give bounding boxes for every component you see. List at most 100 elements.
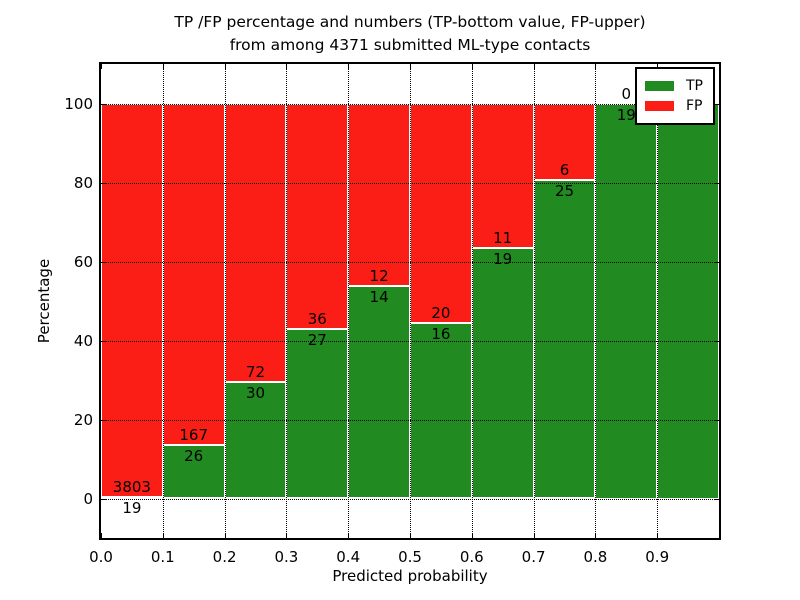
x-tickmark-top: [286, 64, 288, 69]
y-tickmark-right: [714, 103, 719, 105]
y-tick-label: 0: [83, 489, 93, 508]
bar-label-tp: 30: [245, 384, 266, 403]
bar-fp-segment: [101, 103, 163, 497]
legend-entry-fp: FP: [645, 98, 703, 114]
y-tick-label: 100: [64, 94, 93, 113]
x-tick-label: 0.3: [274, 548, 299, 566]
x-gridline: [657, 64, 659, 538]
bar-label-fp: 6: [559, 160, 570, 179]
y-gridline: [101, 261, 719, 263]
legend-swatch-fp: [645, 101, 674, 111]
x-gridline: [533, 64, 535, 538]
bar-label-tp: 27: [307, 331, 327, 350]
y-tickmark-left: [101, 340, 106, 342]
x-tickmark-top: [224, 64, 226, 69]
bar-fp-segment: [286, 103, 349, 330]
x-gridline: [286, 64, 288, 538]
y-tick-label: 80: [73, 173, 93, 192]
x-tickmark-top: [162, 64, 164, 69]
bar-label-tp: 19: [122, 498, 142, 517]
legend-entry-tp: TP: [645, 78, 703, 94]
bars-layer: [101, 64, 719, 538]
bar-tp-segment: [224, 382, 287, 499]
x-gridline: [410, 64, 411, 538]
y-tickmark-left: [101, 261, 106, 263]
x-tickmark-top: [101, 64, 102, 69]
y-tickmark-right: [714, 498, 719, 500]
x-tickmark-top: [595, 64, 597, 69]
x-tickmark-bottom: [348, 533, 350, 538]
x-tickmark-bottom: [101, 533, 102, 538]
bar-label-tp: 19: [493, 250, 513, 269]
x-tick-label: 0.6: [459, 548, 484, 566]
legend-label: FP: [686, 98, 703, 114]
legend-swatch-tp: [645, 81, 674, 91]
x-tickmark-top: [471, 64, 473, 69]
plot-area: 3803191672672303627121420161119625019049…: [99, 62, 721, 540]
bar-label-fp: 12: [369, 266, 389, 285]
x-tickmark-top: [410, 64, 411, 69]
legend-label: TP: [686, 78, 703, 94]
bar-label-fp: 72: [245, 363, 266, 382]
x-gridline: [348, 64, 350, 538]
y-tickmark-left: [101, 419, 106, 421]
bar-label-fp: 36: [307, 310, 327, 329]
chart-title-line2: from among 4371 submitted ML-type contac…: [229, 36, 591, 54]
x-tick-label: 0.7: [521, 548, 546, 566]
y-tickmark-right: [714, 182, 719, 184]
labels-layer: 3803191672672303627121420161119625019049: [101, 64, 719, 538]
bar-tp-segment: [657, 103, 719, 499]
y-tick-label: 60: [73, 252, 93, 271]
y-tickmark-left: [101, 498, 106, 500]
y-gridline: [101, 182, 719, 184]
y-tickmark-right: [714, 419, 719, 421]
y-tick-label: 20: [73, 410, 93, 429]
x-tick-label: 0.5: [398, 548, 422, 566]
x-axis-label: Predicted probability: [332, 567, 488, 585]
x-tickmark-top: [657, 64, 659, 69]
x-tickmark-top: [533, 64, 535, 69]
x-tick-label: 0.2: [212, 548, 237, 566]
y-gridline: [101, 103, 719, 105]
bar-tp-segment: [595, 103, 658, 499]
x-gridline: [162, 64, 164, 538]
bar-fp-segment: [533, 103, 596, 180]
bar-label-fp: 167: [179, 426, 209, 445]
chart-title: TP /FP percentage and numbers (TP-bottom…: [99, 11, 721, 57]
x-tick-label: 0.4: [336, 548, 361, 566]
x-gridline: [595, 64, 597, 538]
bar-label-tp: 25: [554, 181, 575, 200]
x-tickmark-bottom: [471, 533, 473, 538]
bar-label-fp: 20: [431, 303, 451, 322]
y-tickmark-left: [101, 103, 106, 105]
y-gridline: [101, 340, 719, 342]
bar-fp-segment: [348, 103, 410, 286]
bar-fp-segment: [410, 103, 472, 323]
bar-label-tp: 19: [616, 105, 636, 124]
bar-tp-segment: [348, 285, 410, 499]
x-tickmark-bottom: [224, 533, 226, 538]
x-tickmark-bottom: [533, 533, 535, 538]
bar-label-fp: 11: [493, 229, 513, 248]
y-gridline: [101, 498, 719, 500]
x-tickmark-bottom: [595, 533, 597, 538]
bar-tp-segment: [286, 329, 349, 499]
bar-label-fp: 0: [621, 84, 632, 103]
x-tickmark-bottom: [286, 533, 288, 538]
y-tick-label: 40: [73, 331, 93, 350]
x-tick-label: 0.8: [583, 548, 608, 566]
bar-label-tp: 14: [369, 287, 389, 306]
x-tickmark-top: [348, 64, 350, 69]
grid-layer: [101, 64, 719, 538]
bar-tp-segment: [101, 496, 163, 499]
x-tick-label: 0.9: [645, 548, 670, 566]
x-gridline: [471, 64, 473, 538]
y-tickmark-left: [101, 182, 106, 184]
x-tickmark-bottom: [657, 533, 659, 538]
legend: TP FP: [635, 67, 715, 125]
y-tickmark-right: [714, 340, 719, 342]
x-tick-label: 0.1: [150, 548, 175, 566]
x-gridline: [224, 64, 226, 538]
x-tickmark-bottom: [410, 533, 411, 538]
